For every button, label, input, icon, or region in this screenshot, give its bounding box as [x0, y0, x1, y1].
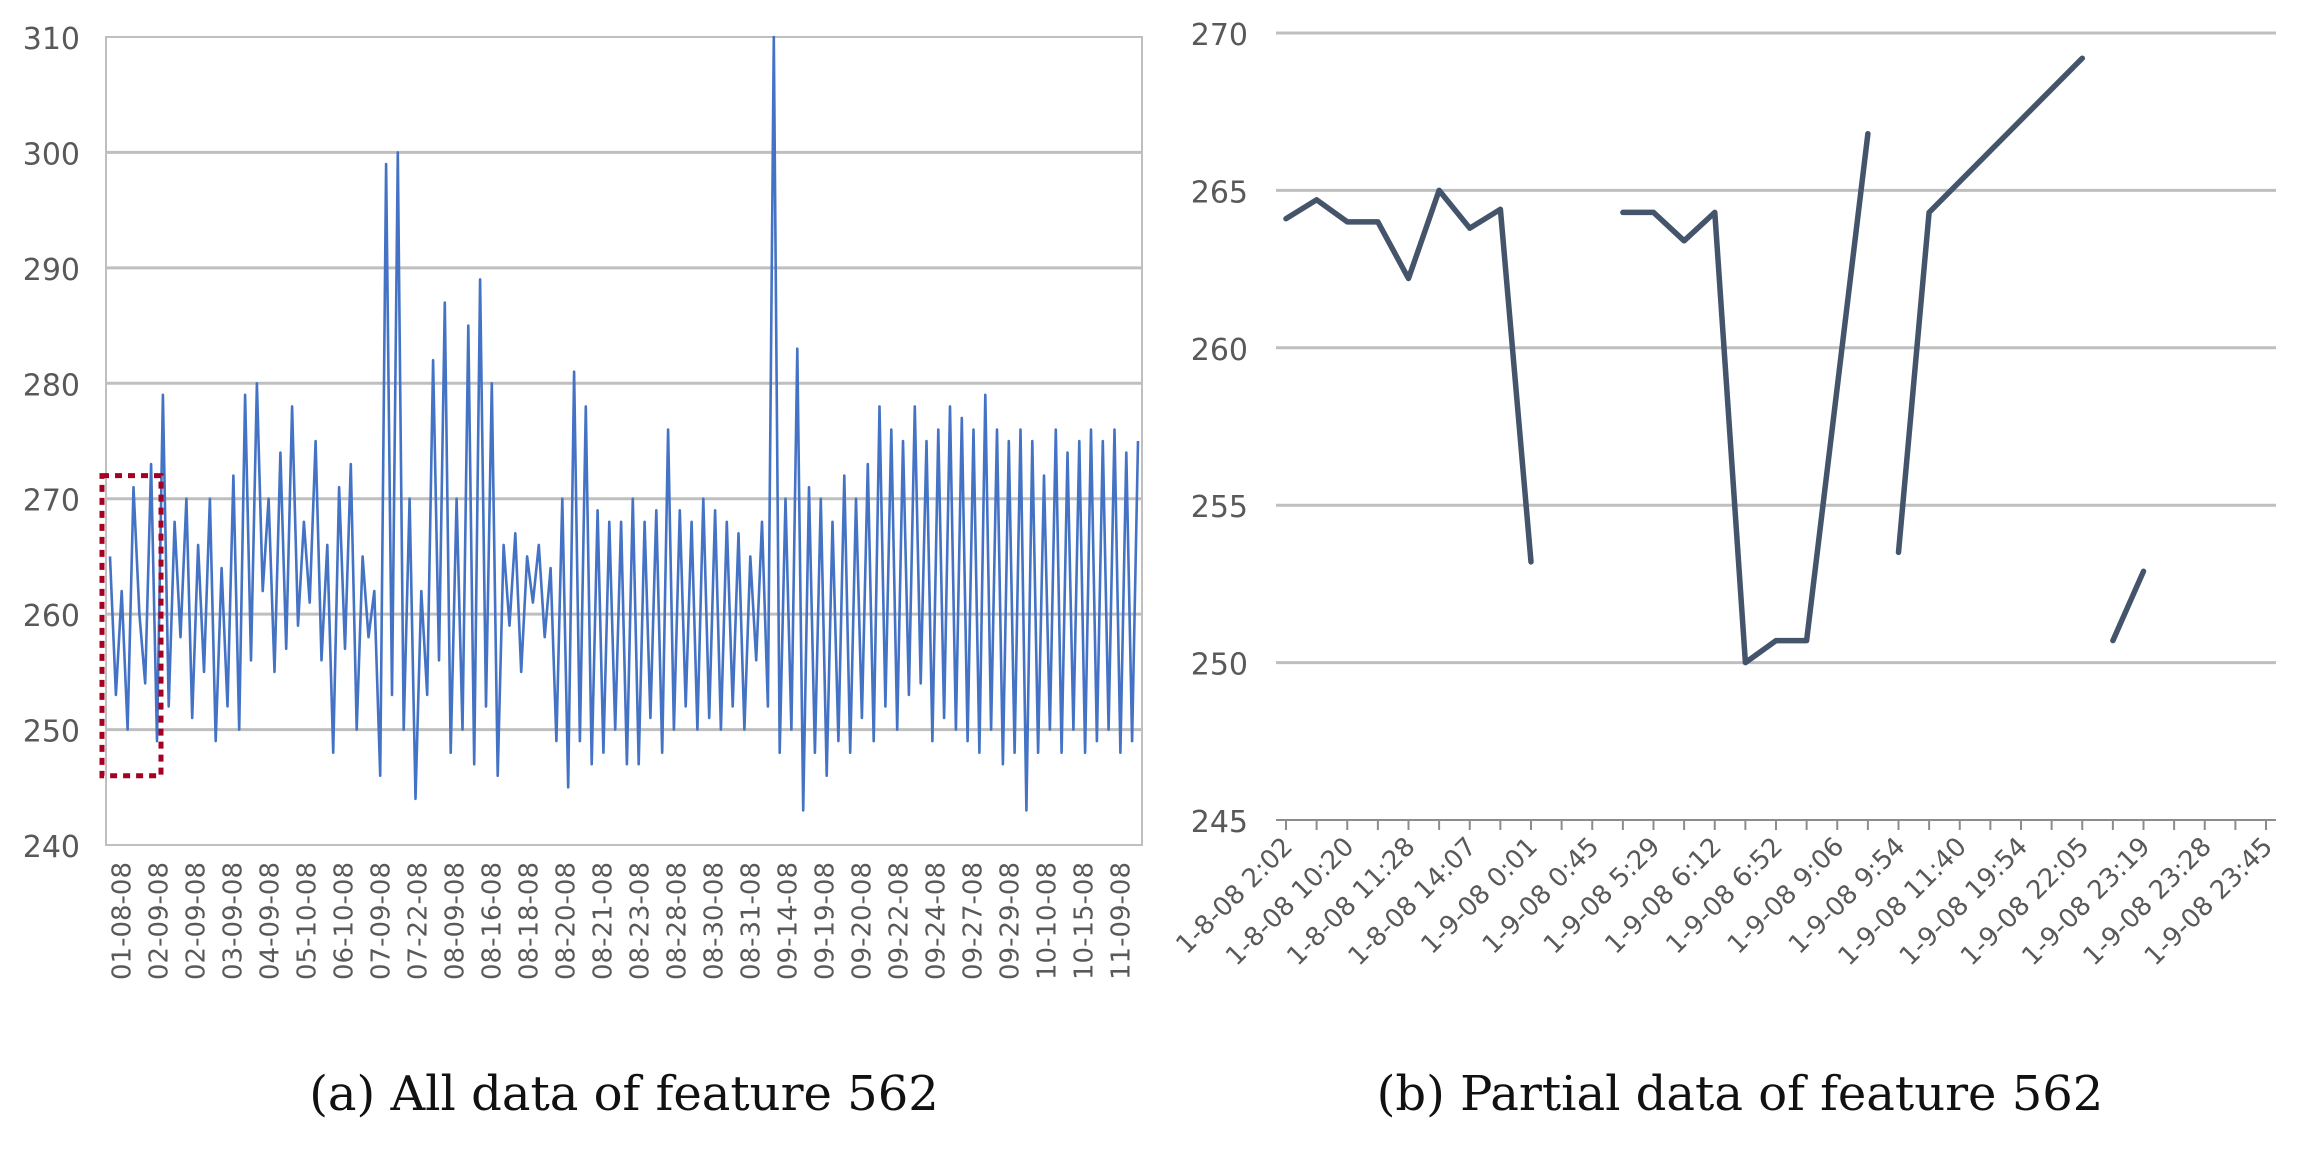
y-tick-label-a: 250 [23, 715, 80, 750]
y-tick-label-a: 310 [23, 22, 80, 57]
series-a [108, 35, 1140, 812]
highlight-rect [99, 473, 164, 779]
x-tick-label-a: 10-10-08 [1033, 862, 1063, 980]
x-tick-label-a: 03-09-08 [219, 862, 249, 980]
x-axis-a: 01-08-08 02-09-08 02-09-08 03-09-08 04-09-08… [108, 862, 1137, 980]
caption-b: (b) Partial data of feature 562 [1377, 1066, 2104, 1122]
x-tick-label-a: 05-10-08 [293, 862, 323, 980]
x-tick-label-a: 07-22-08 [404, 862, 434, 980]
x-axis-b: 1-8-08 2:021-8-08 10:201-8-08 11:281-8-0… [1171, 832, 2279, 972]
y-tick-label-a: 300 [23, 137, 80, 172]
y-tick-label-b: 255 [1191, 490, 1248, 525]
x-tick-label-a: 08-20-08 [552, 862, 582, 980]
x-tick-label-a: 08-09-08 [441, 862, 471, 980]
caption-a: (a) All data of feature 562 [309, 1066, 939, 1122]
x-tick-label-a: 09-27-08 [959, 862, 989, 980]
y-tick-label-b: 260 [1191, 333, 1248, 368]
y-tick-label-b: 250 [1191, 648, 1248, 683]
x-tick-label-a: 08-23-08 [626, 862, 656, 980]
x-tick-label-a: 06-10-08 [330, 862, 360, 980]
x-tick-label-a: 02-09-08 [145, 862, 175, 980]
x-tick-label-a: 01-08-08 [108, 862, 138, 980]
x-tick-label-a: 09-14-08 [774, 862, 804, 980]
highlight-box-a [99, 473, 164, 779]
y-axis-a: 240 250 260 270 280 290 300 310 [23, 22, 80, 865]
y-axis-b: 245 250 255 260 265 270 [1191, 18, 1248, 840]
x-tick-label-a: 08-16-08 [478, 862, 508, 980]
x-tick-label-a: 08-28-08 [663, 862, 693, 980]
series-b [1283, 55, 2147, 666]
series-line-a [108, 35, 1140, 812]
x-tick-label-a: 09-29-08 [996, 862, 1026, 980]
x-tick-label-a: 11-09-08 [1107, 862, 1137, 980]
y-tick-label-a: 280 [23, 368, 80, 403]
y-tick-label-a: 290 [23, 253, 80, 288]
y-tick-label-b: 265 [1191, 175, 1248, 210]
series-segment-b [2110, 568, 2147, 644]
x-tick-label-a: 09-19-08 [811, 862, 841, 980]
chart-partial-data: 245 250 255 260 265 270 1-8-08 2:021-8-08 10:… [1171, 18, 2279, 1122]
x-tick-label-a: 07-09-08 [367, 862, 397, 980]
x-tick-label-a: 02-09-08 [182, 862, 212, 980]
x-tick-label-a: 09-20-08 [848, 862, 878, 980]
y-tick-label-a: 260 [23, 599, 80, 634]
y-tick-label-b: 270 [1191, 18, 1248, 53]
y-tick-label-a: 270 [23, 484, 80, 519]
x-tick-label-a: 09-24-08 [922, 862, 952, 980]
x-tick-label-a: 09-22-08 [885, 862, 915, 980]
x-tick-label-a: 08-30-08 [700, 862, 730, 980]
y-tick-label-b: 245 [1191, 805, 1248, 840]
x-tick-label-a: 04-09-08 [256, 862, 286, 980]
x-tick-label-a: 08-31-08 [737, 862, 767, 980]
x-tick-label-a: 10-15-08 [1070, 862, 1100, 980]
x-tick-label-a: 08-18-08 [515, 862, 545, 980]
series-segment-b [1620, 130, 1871, 666]
grid-b [1276, 31, 2276, 830]
series-segment-b [1895, 55, 2086, 556]
x-tick-label-a: 08-21-08 [589, 862, 619, 980]
series-segment-b [1283, 187, 1534, 565]
y-tick-label-a: 240 [23, 830, 80, 865]
